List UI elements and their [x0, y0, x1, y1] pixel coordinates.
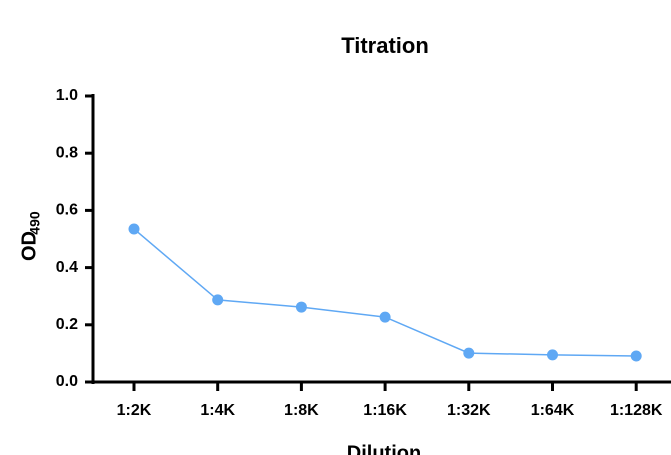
x-tick-label: 1:2K: [117, 402, 152, 419]
y-tick-label: 0.8: [56, 144, 78, 161]
y-axis-label-main: OD: [18, 231, 40, 261]
y-axis-label-sub: 490: [27, 211, 43, 235]
data-point: [463, 347, 475, 359]
data-point: [212, 294, 224, 306]
y-axis-label: OD 490: [18, 211, 42, 261]
x-tick-label: 1:16K: [363, 402, 407, 419]
x-tick-label: 1:8K: [284, 402, 319, 419]
x-tick-label: 1:32K: [447, 402, 491, 419]
y-tick-label: 0.2: [56, 316, 78, 333]
x-tick-label: 1:4K: [200, 402, 235, 419]
x-tick-label: 1:64K: [531, 402, 575, 419]
data-point: [379, 311, 391, 323]
data-point: [547, 349, 558, 361]
data-point: [630, 350, 642, 362]
x-tick-label: 1:128K: [610, 402, 663, 419]
series-line: [133, 228, 637, 357]
data-point: [295, 301, 307, 313]
x-axis-label: Dilution: [347, 442, 421, 455]
data-point: [128, 223, 140, 235]
y-tick-label: 0.0: [56, 373, 78, 390]
chart-title: Titration: [341, 33, 429, 58]
y-tick-label: 1.0: [56, 87, 78, 104]
y-tick-label: 0.6: [56, 202, 78, 219]
y-tick-label: 0.4: [56, 259, 78, 276]
